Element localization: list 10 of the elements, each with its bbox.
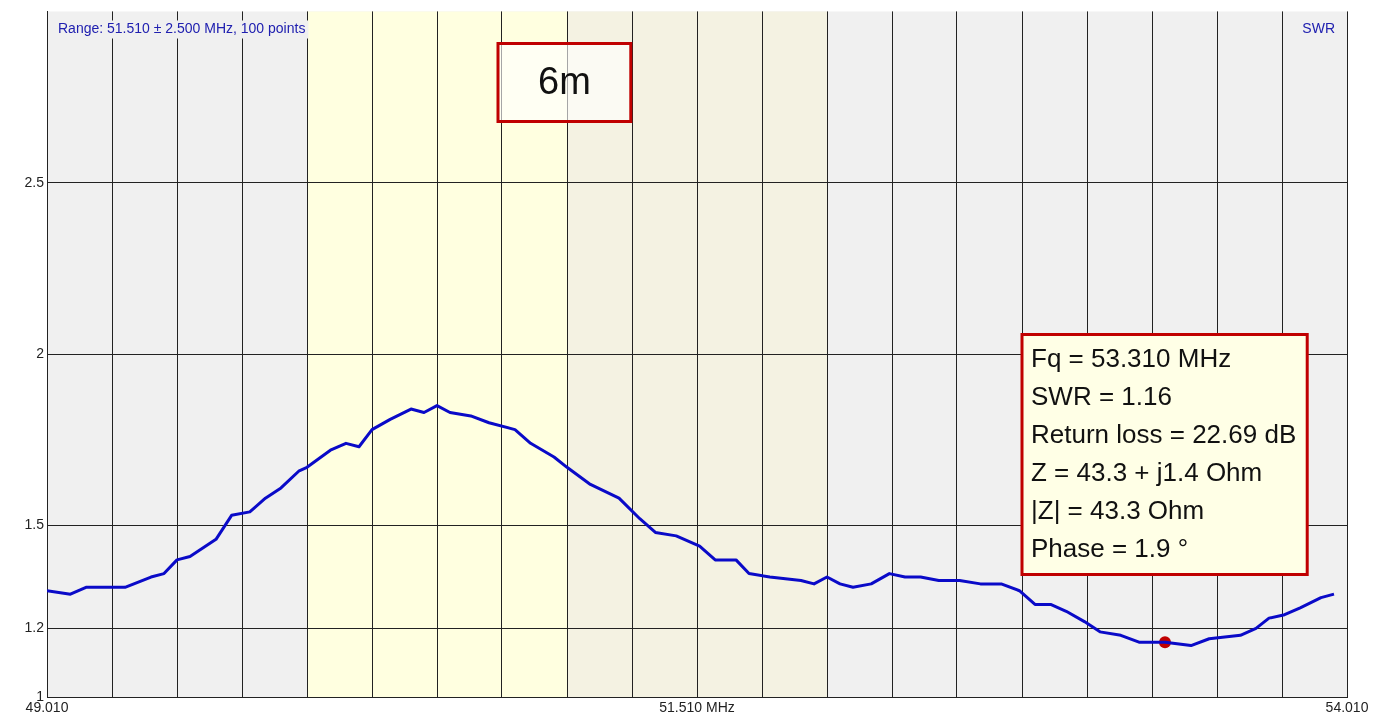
y-tick-label: 1.2 [24,619,45,636]
annotation: SWR [1302,20,1335,37]
annotation: Fq = 53.310 MHz SWR = 1.16 Return loss = 22.69 dB Z = 43.3 + j1.4 Ohm |Z| = 43.3 Ohm Phase = 1.9 ° [1031,342,1297,563]
y-tick-label: 1.5 [24,516,45,533]
x-tick-label: 54.010 [1325,699,1369,716]
annotation: 6m [538,59,591,102]
annotation: Range: 51.510 ± 2.500 MHz, 100 points [58,20,306,37]
y-tick-label: 2.5 [24,173,45,190]
x-tick-label: 51.510 MHz [659,699,735,716]
y-tick-label: 2 [36,345,45,362]
